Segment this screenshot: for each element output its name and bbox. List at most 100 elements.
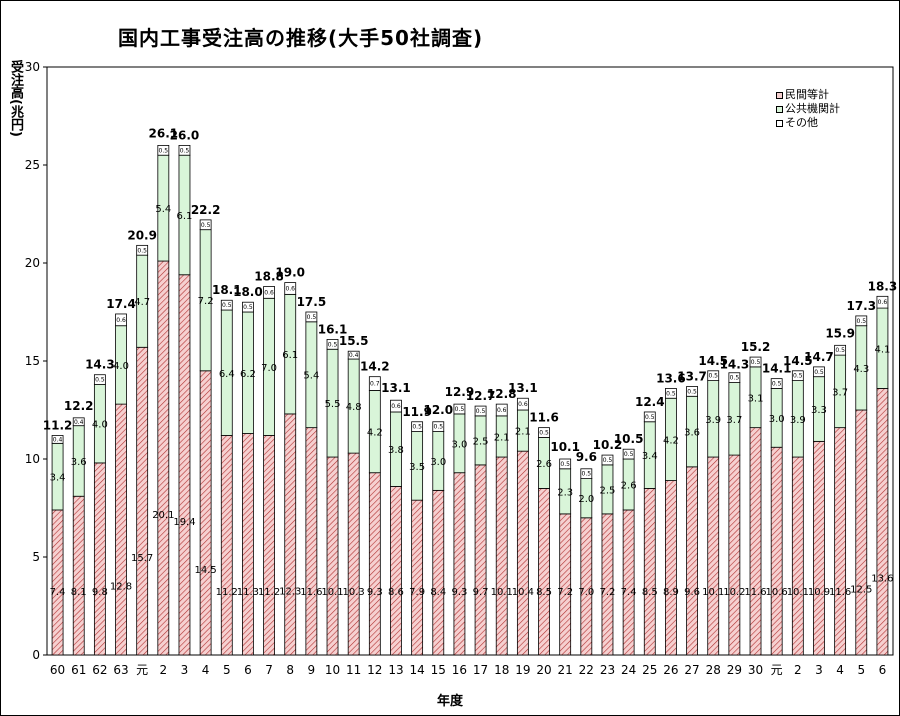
data-label-private: 12.5 xyxy=(850,585,872,596)
data-label-other: 0.5 xyxy=(201,222,211,229)
x-tick-label: 3 xyxy=(181,663,189,677)
bar-segment-other xyxy=(157,144,170,156)
bar-segment-other xyxy=(284,282,297,295)
x-tick-label: 7 xyxy=(265,663,273,677)
bar-segment-private xyxy=(538,487,550,656)
data-label-private: 10.9 xyxy=(808,587,830,598)
data-label-total: 13.7 xyxy=(677,369,707,383)
data-label-private: 11.3 xyxy=(237,587,259,598)
data-label-other: 0.5 xyxy=(666,390,676,397)
bar-segment-private xyxy=(474,464,487,656)
data-label-private: 8.1 xyxy=(71,587,87,598)
data-label-private: 20.1 xyxy=(152,510,174,521)
bar-segment-other xyxy=(199,219,212,231)
data-label-private: 10.1 xyxy=(702,587,724,598)
bar-segment-other xyxy=(876,295,889,309)
data-label-private: 14.5 xyxy=(194,565,216,576)
data-label-private: 8.6 xyxy=(388,587,404,598)
bar-segment-private xyxy=(72,495,85,656)
data-label-public: 6.1 xyxy=(177,211,193,222)
data-label-private: 12.3 xyxy=(279,586,301,597)
x-tick-label: 3 xyxy=(815,663,823,677)
data-label-total: 19.0 xyxy=(275,266,305,280)
bar-segment-other xyxy=(834,344,847,356)
data-label-public: 4.8 xyxy=(346,402,362,413)
data-label-private: 7.4 xyxy=(50,587,66,598)
bar-segment-other xyxy=(474,405,487,417)
data-label-private: 11.6 xyxy=(744,587,766,598)
data-label-public: 2.1 xyxy=(494,432,510,443)
bar-segment-private xyxy=(51,509,64,656)
data-label-private: 7.9 xyxy=(409,587,425,598)
data-label-total: 16.1 xyxy=(318,322,348,336)
data-label-total: 10.5 xyxy=(614,432,644,446)
data-label-private: 10.1 xyxy=(491,587,513,598)
data-label-public: 2.3 xyxy=(557,487,573,498)
data-label-public: 6.4 xyxy=(219,369,235,380)
bar-segment-other xyxy=(220,299,233,311)
data-label-public: 2.5 xyxy=(600,485,616,496)
data-label-public: 3.7 xyxy=(832,387,848,398)
bar-segment-other xyxy=(580,468,593,479)
x-tick-label: 4 xyxy=(202,663,210,677)
data-label-total: 11.6 xyxy=(529,411,559,425)
x-tick-label: 5 xyxy=(857,663,865,677)
legend-label-other: その他 xyxy=(785,116,818,129)
bar-segment-other xyxy=(263,286,275,299)
data-label-public: 6.1 xyxy=(282,350,298,361)
data-label-public: 4.3 xyxy=(853,364,869,375)
data-label-private: 15.7 xyxy=(131,553,153,564)
legend-swatch-other xyxy=(776,119,783,127)
x-tick-label: 元 xyxy=(136,663,148,677)
data-label-total: 15.2 xyxy=(741,340,771,354)
legend: 民間等計 公共機関計 その他 xyxy=(776,88,840,130)
data-label-other: 0.5 xyxy=(793,373,803,380)
bar-segment-private xyxy=(284,413,297,656)
bar-segment-private xyxy=(516,450,529,656)
data-label-total: 15.5 xyxy=(339,334,369,348)
bar-segment-private xyxy=(136,346,149,656)
data-label-other: 0.5 xyxy=(476,408,486,415)
x-tick-label: 30 xyxy=(748,663,763,677)
data-label-total: 13.6 xyxy=(656,371,686,385)
data-label-other: 0.5 xyxy=(560,461,570,468)
x-tick-label: 20 xyxy=(536,663,551,677)
data-label-other: 0.5 xyxy=(751,359,761,366)
data-label-other: 0.5 xyxy=(772,381,782,388)
bar-segment-other xyxy=(538,427,550,438)
data-label-total: 18.3 xyxy=(868,279,898,293)
data-label-other: 0.5 xyxy=(159,147,169,154)
bar-segment-other xyxy=(559,458,572,470)
y-tick-label: 10 xyxy=(25,452,40,466)
data-label-other: 0.4 xyxy=(53,436,63,443)
chart-title: 国内工事受注高の推移(大手50社調査) xyxy=(118,26,484,50)
data-label-total: 20.9 xyxy=(127,228,157,242)
data-label-private: 8.5 xyxy=(642,587,658,598)
legend-swatch-public xyxy=(776,105,783,113)
data-label-total: 15.9 xyxy=(825,326,855,340)
data-label-public: 3.4 xyxy=(642,451,658,462)
bar-segment-other xyxy=(813,366,825,378)
data-label-private: 9.3 xyxy=(367,587,383,598)
data-label-other: 0.5 xyxy=(603,457,613,464)
bar-segment-private xyxy=(728,454,741,656)
bar-segment-private xyxy=(347,452,360,656)
data-label-total: 14.1 xyxy=(762,362,792,376)
bar-segment-private xyxy=(601,513,614,656)
bar-segment-private xyxy=(643,487,656,656)
data-label-total: 18.1 xyxy=(212,283,242,297)
data-label-other: 0.5 xyxy=(434,424,444,431)
data-label-public: 3.1 xyxy=(748,393,764,404)
bar-segment-private xyxy=(855,409,868,656)
data-label-private: 11.2 xyxy=(216,587,238,598)
data-label-other: 0.6 xyxy=(497,407,507,414)
x-tick-label: 12 xyxy=(367,663,382,677)
data-label-other: 0.5 xyxy=(539,430,549,437)
bar-segment-private xyxy=(115,403,127,656)
bar-segment-other xyxy=(326,339,339,350)
data-label-public: 6.2 xyxy=(240,369,256,380)
x-tick-label: 6 xyxy=(244,663,252,677)
data-label-other: 0.5 xyxy=(814,369,824,376)
data-label-other: 0.5 xyxy=(180,147,190,154)
bar-segment-private xyxy=(770,446,783,656)
